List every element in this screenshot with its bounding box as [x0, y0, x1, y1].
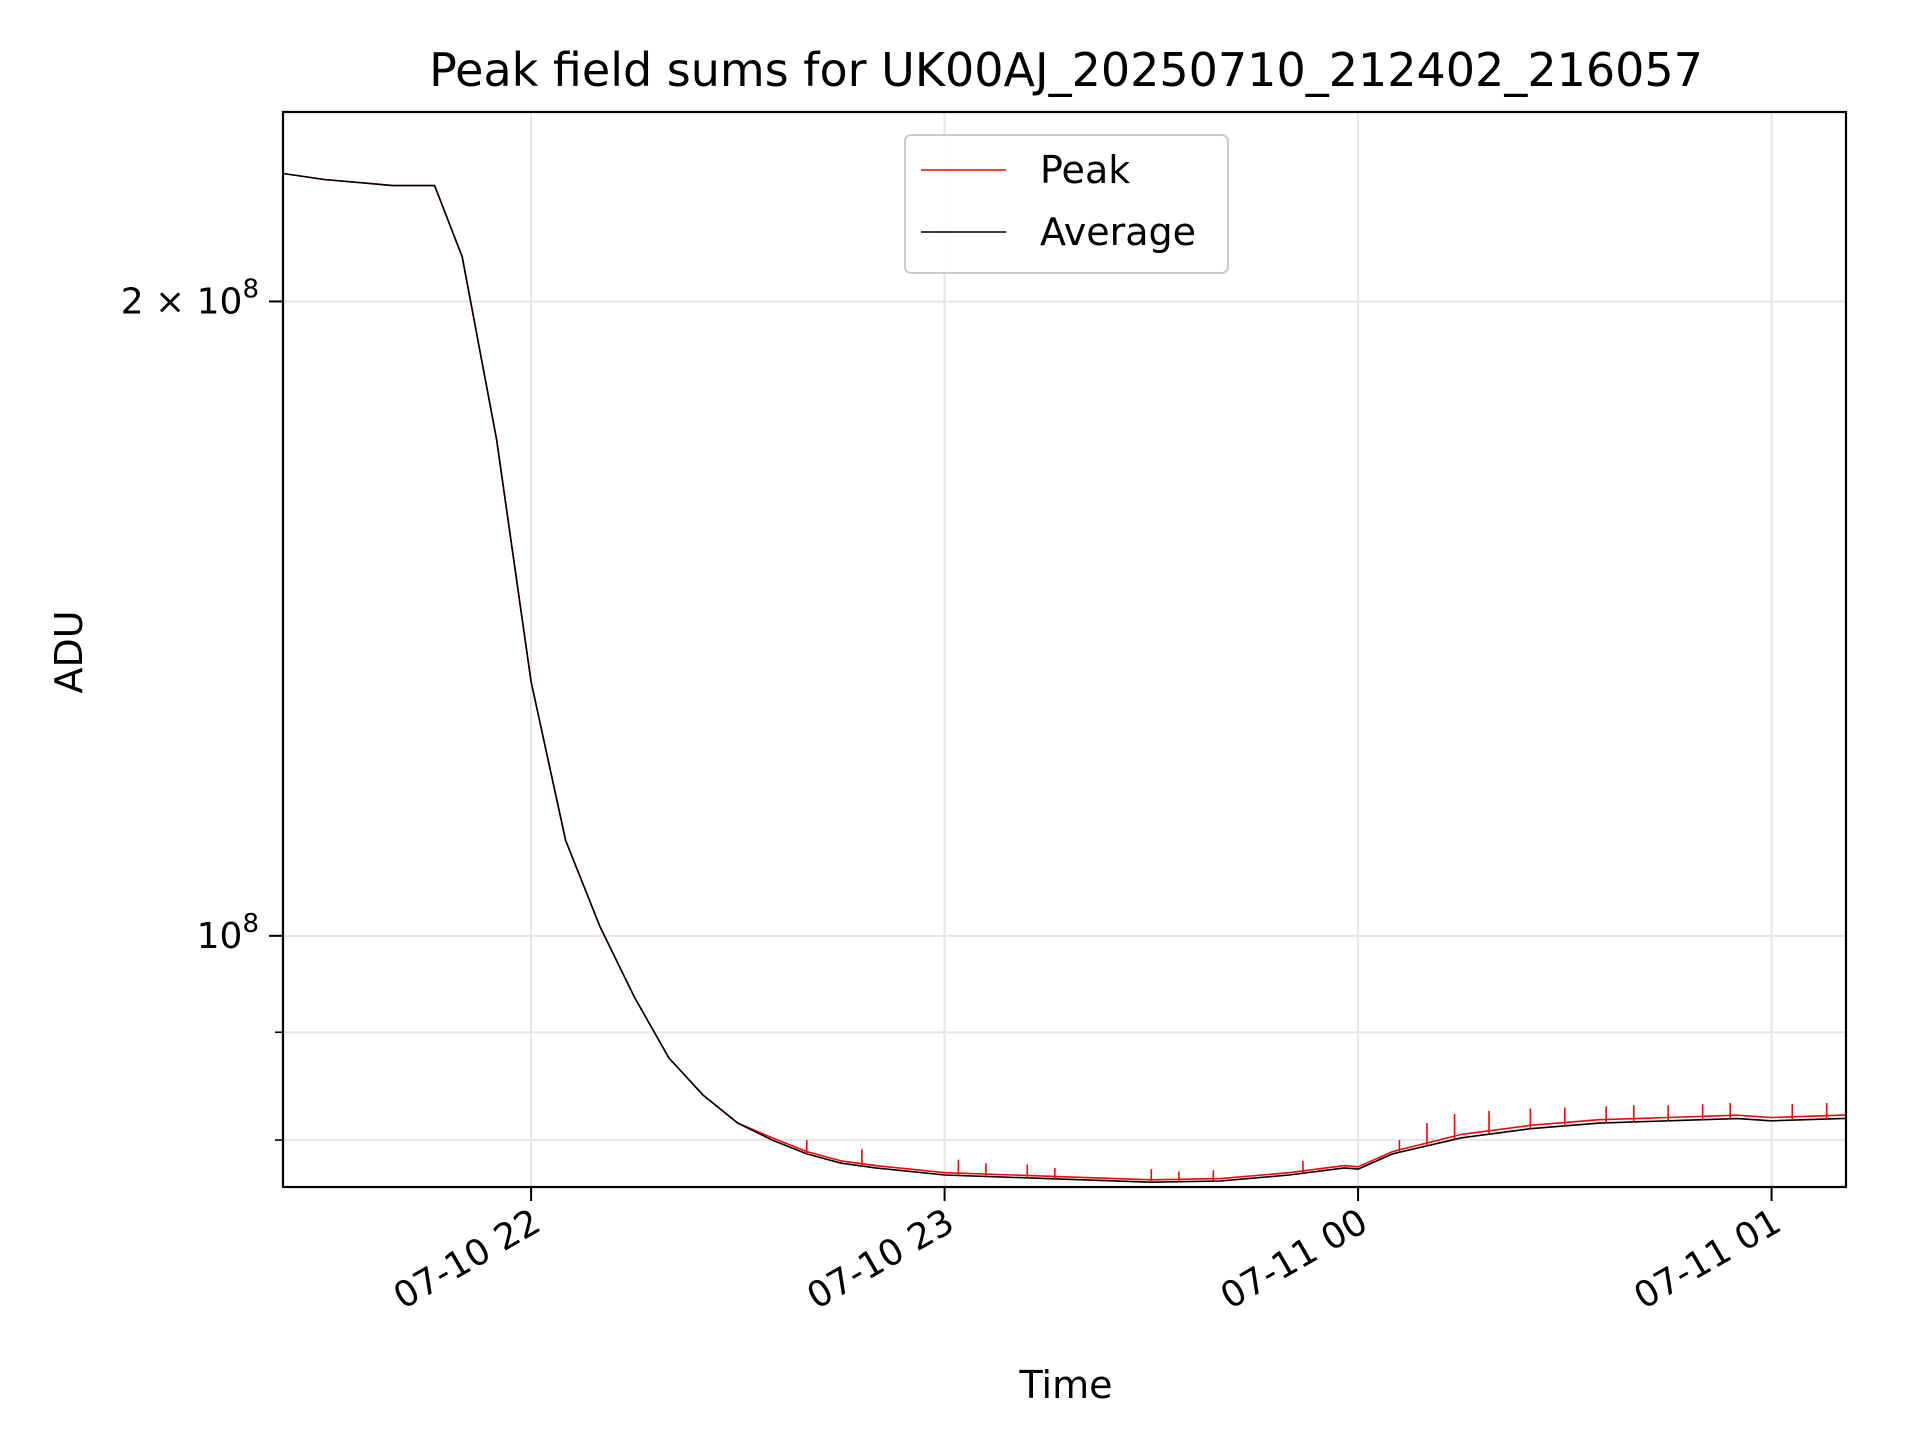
chart-title: Peak field sums for UK00AJ_20250710_2124… [429, 43, 1703, 97]
y-axis-ticks: 2 × 108 108 [121, 274, 283, 1141]
y-tick-label: 2 × 108 [121, 274, 259, 322]
plot-frame [281, 110, 1848, 1189]
grid [283, 112, 1846, 1187]
legend-peak-label: Peak [1040, 148, 1130, 192]
plot-area [283, 112, 1846, 1187]
y-axis-label: ADU [47, 610, 91, 693]
x-axis-label: Time [1019, 1363, 1113, 1407]
y-tick-label: 108 [197, 909, 259, 957]
series-line-average [283, 172, 1846, 1183]
series-layer [283, 172, 1846, 1183]
legend-average-label: Average [1040, 210, 1196, 254]
legend: Peak Average [904, 134, 1229, 274]
